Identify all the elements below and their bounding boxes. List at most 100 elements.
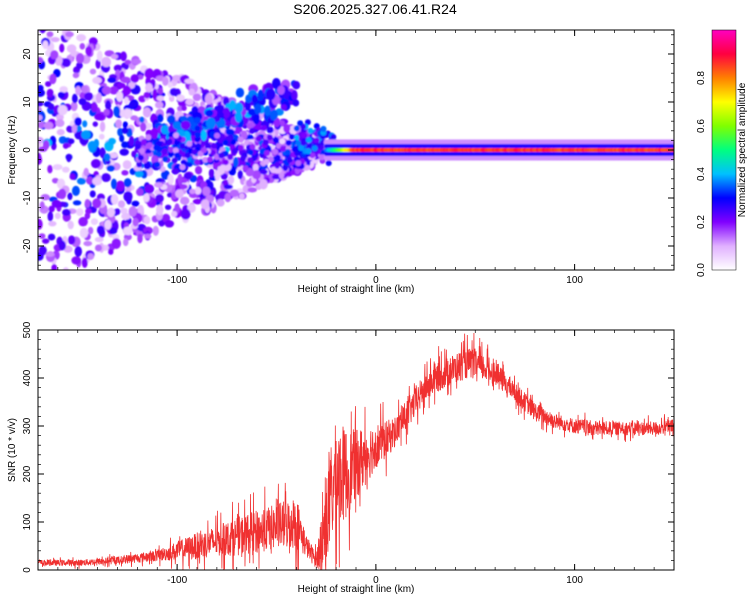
spectrogram-cell bbox=[87, 226, 94, 235]
spectrogram-cell bbox=[188, 88, 195, 96]
spectrogram-cell bbox=[56, 113, 64, 121]
spectrogram-cell bbox=[131, 58, 142, 65]
spectrogram-cell bbox=[161, 70, 169, 78]
spectrogram-cell bbox=[41, 238, 50, 244]
spectrogram-cell bbox=[56, 178, 66, 190]
snr-y-ticks: 0 100 200 300 400 500 bbox=[22, 321, 674, 573]
spectrogram-cell bbox=[246, 122, 254, 130]
spectrogram-cell bbox=[237, 144, 244, 151]
spectrogram-cell bbox=[259, 178, 268, 190]
spectrogram-cell bbox=[227, 154, 234, 161]
spectrogram-cell bbox=[205, 117, 216, 130]
colorbar-tick-label: 0.8 bbox=[696, 71, 707, 85]
spectrogram-cell bbox=[128, 135, 135, 147]
spectrogram-cell bbox=[36, 276, 42, 283]
colorbar-tick-label: 0.2 bbox=[696, 215, 707, 229]
spectrogram-cell bbox=[71, 93, 78, 104]
spectrogram-cell bbox=[264, 105, 271, 117]
spectrogram-cell bbox=[233, 126, 243, 135]
spectrogram-cell bbox=[92, 76, 102, 84]
spectrogram-cell bbox=[218, 152, 225, 159]
spectrogram-cell bbox=[252, 170, 261, 180]
spectrogram-cell bbox=[94, 244, 103, 252]
spectrogram-cell bbox=[179, 164, 186, 171]
spectrogram-cell bbox=[152, 225, 159, 236]
spectrogram-cell bbox=[43, 30, 48, 31]
spectrogram-cell bbox=[91, 159, 101, 169]
spectrogram-cell bbox=[39, 30, 46, 34]
spectrogram-cell bbox=[95, 92, 102, 104]
spectrogram-cell bbox=[119, 109, 127, 118]
spectrogram-cell bbox=[44, 81, 52, 87]
snr-plot: -100 0 100 0 100 200 300 400 500 Height of stra… bbox=[7, 321, 675, 595]
spectrogram-cell bbox=[128, 101, 138, 108]
spectrogram-cell bbox=[46, 88, 54, 98]
spectrogram-cell bbox=[166, 192, 172, 198]
spectrogram-cell bbox=[284, 148, 291, 155]
spectrogram-cell bbox=[115, 119, 122, 129]
spectrogram-cell bbox=[194, 159, 201, 166]
spectrogram-cell bbox=[171, 210, 178, 218]
spectrogram-cell bbox=[670, 139, 674, 146]
spectrogram-cell bbox=[117, 200, 126, 209]
spectrogram-cell bbox=[110, 193, 119, 205]
spectrogram-cell bbox=[279, 145, 286, 152]
spectrogram-cell bbox=[286, 156, 293, 163]
spectrogram-cell bbox=[181, 105, 187, 111]
spectrogram-cell bbox=[46, 31, 54, 38]
spectrogram-cell bbox=[202, 186, 211, 197]
spectrogram-cell bbox=[105, 100, 112, 111]
spectrogram-cell bbox=[66, 44, 77, 53]
spectrogram-cell bbox=[222, 139, 229, 146]
spectrogram-cell bbox=[48, 221, 57, 227]
spectrogram-cell bbox=[235, 87, 245, 98]
spectrogram-cell bbox=[124, 59, 132, 65]
spectrogram-cell bbox=[240, 155, 247, 162]
spectrogram-cell bbox=[94, 236, 104, 243]
spectrogram-cell bbox=[280, 104, 287, 111]
spectrogram-cell bbox=[265, 88, 276, 101]
spectrogram-cell bbox=[79, 42, 86, 50]
spectrogram-cell bbox=[57, 91, 65, 99]
spectrogram-cell bbox=[62, 142, 69, 149]
spectrogram-cell bbox=[108, 248, 114, 255]
spectrogram-x-axis-label: Height of straight line (km) bbox=[298, 284, 415, 295]
spectrogram-cell bbox=[66, 153, 72, 163]
spectrogram-cell bbox=[162, 76, 169, 86]
spectrogram-cell bbox=[305, 137, 312, 144]
spectrogram-cell bbox=[143, 215, 151, 225]
spectrogram-cell bbox=[230, 139, 237, 146]
spectrogram-cell bbox=[162, 148, 169, 155]
y-tick-label: 100 bbox=[22, 513, 33, 530]
spectrogram-cell bbox=[98, 133, 105, 140]
y-tick-label: 500 bbox=[22, 321, 33, 338]
spectrogram-cell bbox=[130, 115, 139, 121]
spectrogram-cells bbox=[36, 30, 674, 283]
spectrogram-cell bbox=[87, 253, 95, 260]
spectrogram-cell bbox=[167, 82, 173, 88]
colorbar-tick-label: 0.0 bbox=[696, 263, 707, 277]
spectrogram-cell bbox=[184, 78, 195, 84]
spectrogram-cell bbox=[38, 101, 44, 107]
spectrogram-cell bbox=[116, 91, 124, 102]
spectrogram-cell bbox=[251, 94, 258, 103]
spectrogram-cell bbox=[271, 174, 281, 180]
spectrogram-cell bbox=[128, 206, 137, 217]
spectrogram-cell bbox=[71, 124, 78, 134]
spectrogram-cell bbox=[194, 125, 201, 132]
spectrogram-cell bbox=[210, 142, 217, 149]
spectrogram-cell bbox=[318, 154, 325, 161]
spectrogram-cell bbox=[288, 133, 295, 140]
x-tick-label: 0 bbox=[373, 275, 379, 286]
spectrogram-cell bbox=[101, 56, 112, 68]
spectrogram-cell bbox=[142, 107, 152, 118]
spectrogram-cell bbox=[76, 61, 83, 70]
spectrogram-cell bbox=[139, 116, 145, 123]
spectrogram-cell bbox=[122, 238, 129, 247]
spectrogram-cell bbox=[247, 187, 257, 193]
y-tick-label: 300 bbox=[22, 417, 33, 434]
spectrogram-cell bbox=[175, 189, 184, 199]
spectrogram-cell bbox=[47, 233, 56, 241]
spectrogram-cell bbox=[208, 168, 215, 178]
